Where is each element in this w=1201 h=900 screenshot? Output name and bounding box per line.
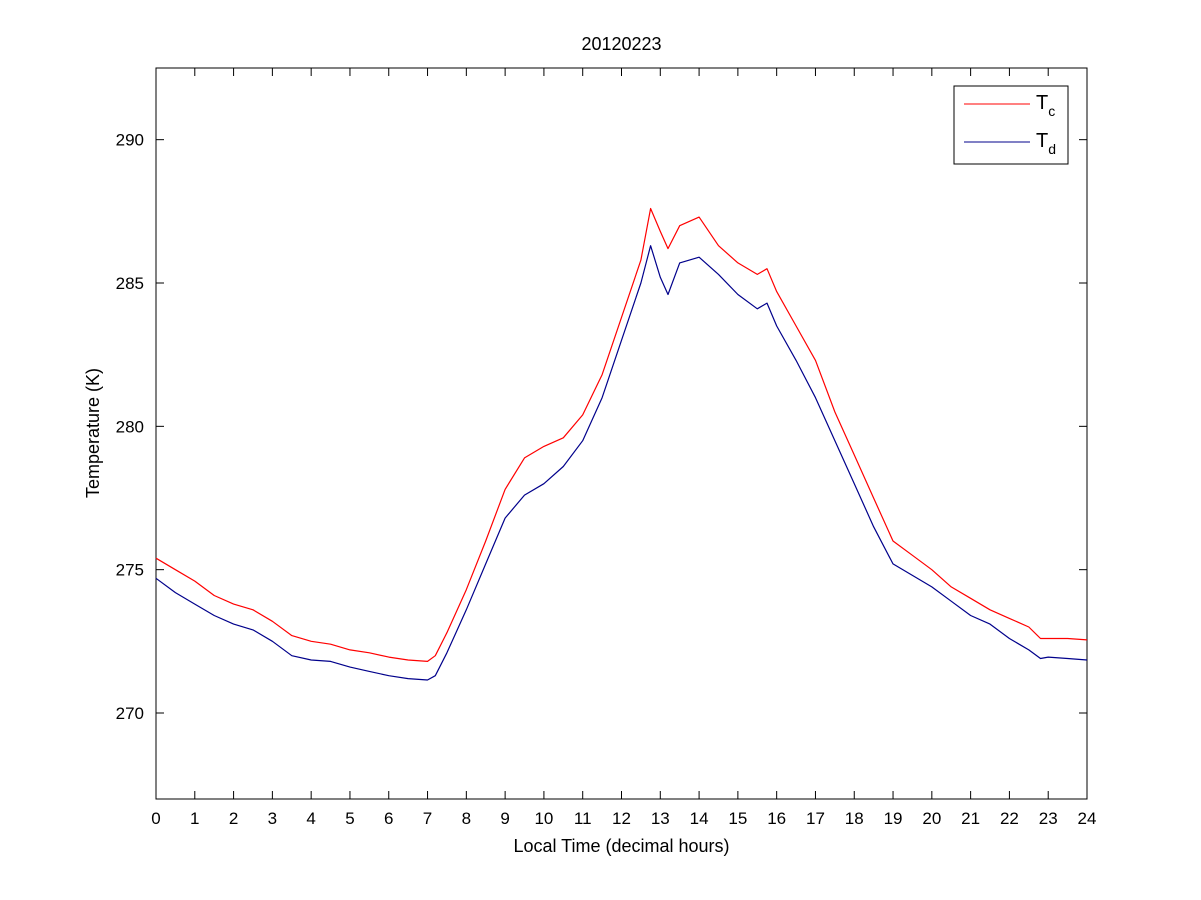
x-tick-label: 24 xyxy=(1078,809,1097,828)
x-tick-label: 2 xyxy=(229,809,238,828)
x-tick-label: 14 xyxy=(690,809,709,828)
y-axis-label: Temperature (K) xyxy=(83,368,103,498)
x-tick-label: 6 xyxy=(384,809,393,828)
y-tick-label: 270 xyxy=(116,704,144,723)
x-tick-label: 19 xyxy=(884,809,903,828)
x-tick-label: 1 xyxy=(190,809,199,828)
x-tick-label: 16 xyxy=(767,809,786,828)
legend: Tc Td xyxy=(953,85,1069,165)
legend-box xyxy=(953,85,1069,165)
x-tick-label: 15 xyxy=(728,809,747,828)
x-tick-label: 20 xyxy=(922,809,941,828)
y-tick-label: 285 xyxy=(116,274,144,293)
x-tick-label: 12 xyxy=(612,809,631,828)
chart-title: 20120223 xyxy=(581,34,661,54)
series-line-td xyxy=(155,245,1088,681)
x-tick-label: 0 xyxy=(151,809,160,828)
x-tick-label: 23 xyxy=(1039,809,1058,828)
x-tick-label: 5 xyxy=(345,809,354,828)
x-tick-label: 9 xyxy=(500,809,509,828)
x-tick-label: 7 xyxy=(423,809,432,828)
x-tick-label: 3 xyxy=(268,809,277,828)
legend-label-tc: Tc xyxy=(1036,92,1055,119)
x-tick-label: 11 xyxy=(574,809,592,828)
y-tick-label: 275 xyxy=(116,561,144,580)
axis-tick-labels: 0 1 2 3 4 5 6 7 8 9 10 11 12 13 14 15 16 17 18 19 20 21 22 23 24… xyxy=(116,131,1097,828)
x-tick-label: 13 xyxy=(651,809,670,828)
x-tick-label: 21 xyxy=(961,809,980,828)
series-line-tc xyxy=(155,207,1088,663)
axis-ticks xyxy=(155,68,1088,799)
y-tick-label: 290 xyxy=(116,131,144,150)
x-tick-label: 22 xyxy=(1000,809,1019,828)
x-tick-label: 18 xyxy=(845,809,864,828)
plot-area xyxy=(155,67,1088,800)
y-tick-label: 280 xyxy=(116,417,144,436)
x-tick-label: 10 xyxy=(534,809,553,828)
x-axis-label: Local Time (decimal hours) xyxy=(513,836,729,856)
x-tick-label: 17 xyxy=(806,809,825,828)
x-tick-label: 8 xyxy=(462,809,471,828)
x-tick-label: 4 xyxy=(306,809,315,828)
legend-label-td: Td xyxy=(1036,130,1056,157)
series-lines xyxy=(155,207,1088,681)
